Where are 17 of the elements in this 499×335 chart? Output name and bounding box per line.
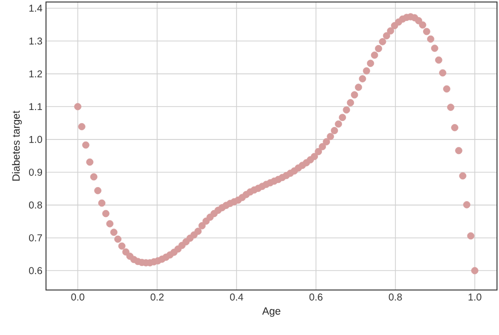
y-tick-label: 1.0 — [29, 136, 42, 143]
y-tick-label: 0.6 — [29, 267, 42, 274]
y-tick-label: 0.8 — [29, 202, 42, 209]
x-tick-label: 0.6 — [309, 294, 322, 301]
y-tick-label: 1.4 — [29, 4, 42, 12]
x-tick-label: 1.0 — [468, 294, 482, 301]
y-tick-label: 1.3 — [29, 38, 42, 45]
x-tick-label: 0.8 — [388, 294, 402, 301]
x-tick-label: 0.0 — [71, 294, 84, 301]
y-tick-label: 1.2 — [29, 70, 42, 78]
y-tick-label: 0.9 — [29, 168, 42, 176]
y-axis-title: Diabetes target — [12, 110, 22, 181]
y-tick-label: 1.1 — [29, 103, 42, 110]
y-tick-label: 0.7 — [29, 234, 42, 242]
x-tick-label: 0.2 — [150, 294, 164, 301]
x-tick-label: 0.4 — [230, 294, 244, 301]
x-axis-title: Age — [262, 307, 280, 317]
